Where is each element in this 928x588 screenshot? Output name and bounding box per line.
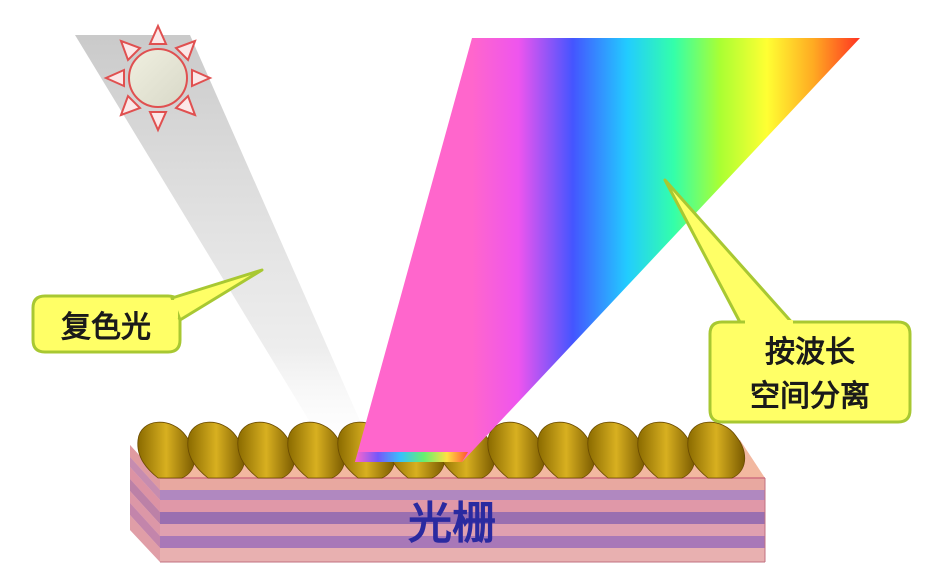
incident-light-label: 复色光: [61, 310, 151, 345]
sun-icon: [103, 23, 213, 133]
callout-incident-light: 复色光: [31, 268, 264, 354]
dispersion-label-line1: 按波长: [765, 335, 855, 370]
dispersed-spectrum: [355, 38, 860, 462]
spectrum-base: [355, 452, 468, 462]
incident-beam: [75, 35, 375, 455]
callout-dispersion: 按波长 空间分离: [663, 178, 912, 424]
grating-label: 光栅: [408, 498, 496, 549]
dispersion-label-line2: 空间分离: [750, 379, 870, 414]
grating-ridges: [137, 421, 745, 479]
grating-ridge: [687, 421, 745, 479]
